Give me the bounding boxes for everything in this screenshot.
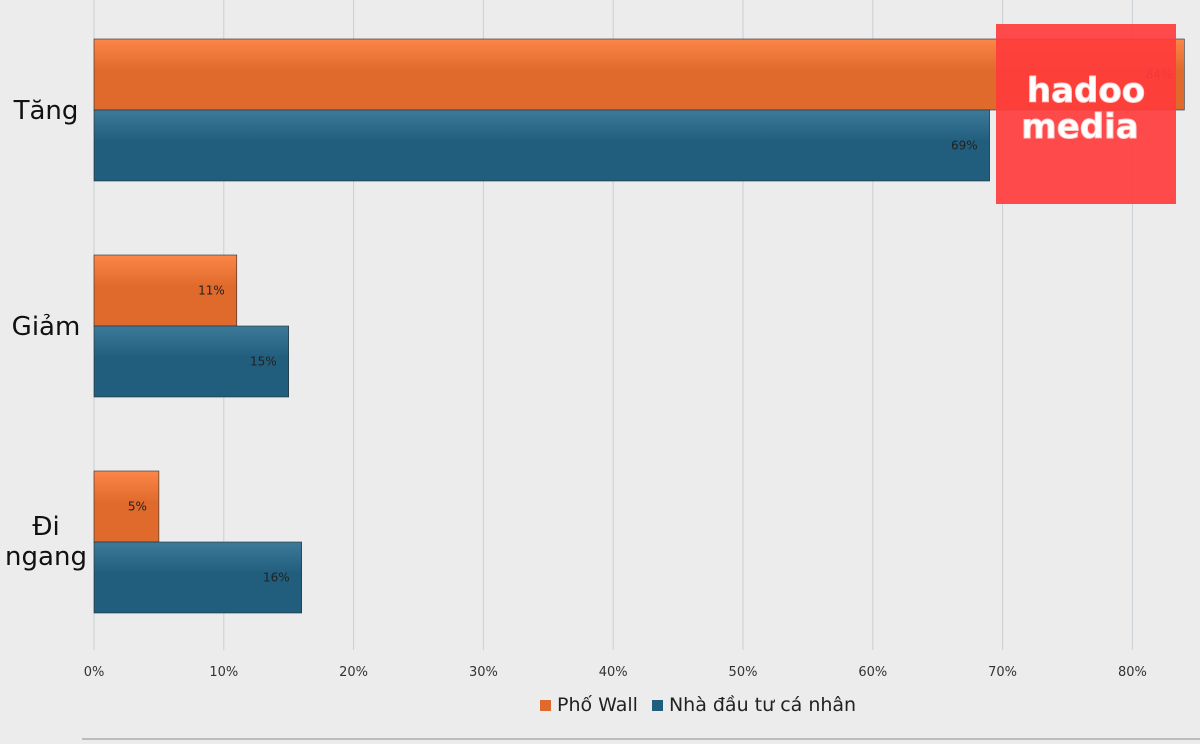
category-label: Tăng <box>13 96 79 126</box>
legend-item-nha-dau-tu: Nhà đầu tư cá nhân <box>651 694 857 716</box>
legend: Phố Wall Nhà đầu tư cá nhân <box>540 694 856 716</box>
bar-pho-wall <box>93 470 160 543</box>
x-tick-label: 70% <box>988 665 1017 680</box>
bar-nha-dau-tu <box>93 109 990 182</box>
bar-pho-wall <box>93 254 238 327</box>
legend-swatch-nha-dau-tu <box>651 699 663 711</box>
x-tick-label: 0% <box>84 665 105 680</box>
legend-label-nha-dau-tu: Nhà đầu tư cá nhân <box>668 694 857 716</box>
category-label: Giảm <box>12 312 81 342</box>
x-tick-label: 80% <box>1118 665 1147 680</box>
legend-label-pho-wall: Phố Wall <box>557 694 638 716</box>
x-tick-label: 30% <box>469 665 498 680</box>
data-label: 69% <box>951 139 978 153</box>
data-label: 16% <box>263 571 290 585</box>
x-tick-label: 60% <box>858 665 887 680</box>
legend-item-pho-wall: Phố Wall <box>540 694 638 716</box>
bottom-rule <box>82 738 1200 740</box>
legend-swatch-pho-wall <box>540 699 551 711</box>
x-tick-label: 10% <box>209 665 238 680</box>
x-tick-label: 50% <box>729 665 758 680</box>
x-tick-label: 40% <box>599 665 628 680</box>
svg-text:media: media <box>1021 107 1138 147</box>
bar-nha-dau-tu <box>93 325 289 398</box>
hadoo-media-logo: hadoo media <box>996 24 1176 204</box>
category-label: Đi ngang <box>5 512 87 572</box>
svg-text:hadoo: hadoo <box>1027 71 1145 111</box>
bar-nha-dau-tu <box>93 541 302 614</box>
x-tick-label: 20% <box>339 665 368 680</box>
data-label: 5% <box>128 500 147 514</box>
data-label: 11% <box>198 284 225 298</box>
data-label: 15% <box>250 355 277 369</box>
